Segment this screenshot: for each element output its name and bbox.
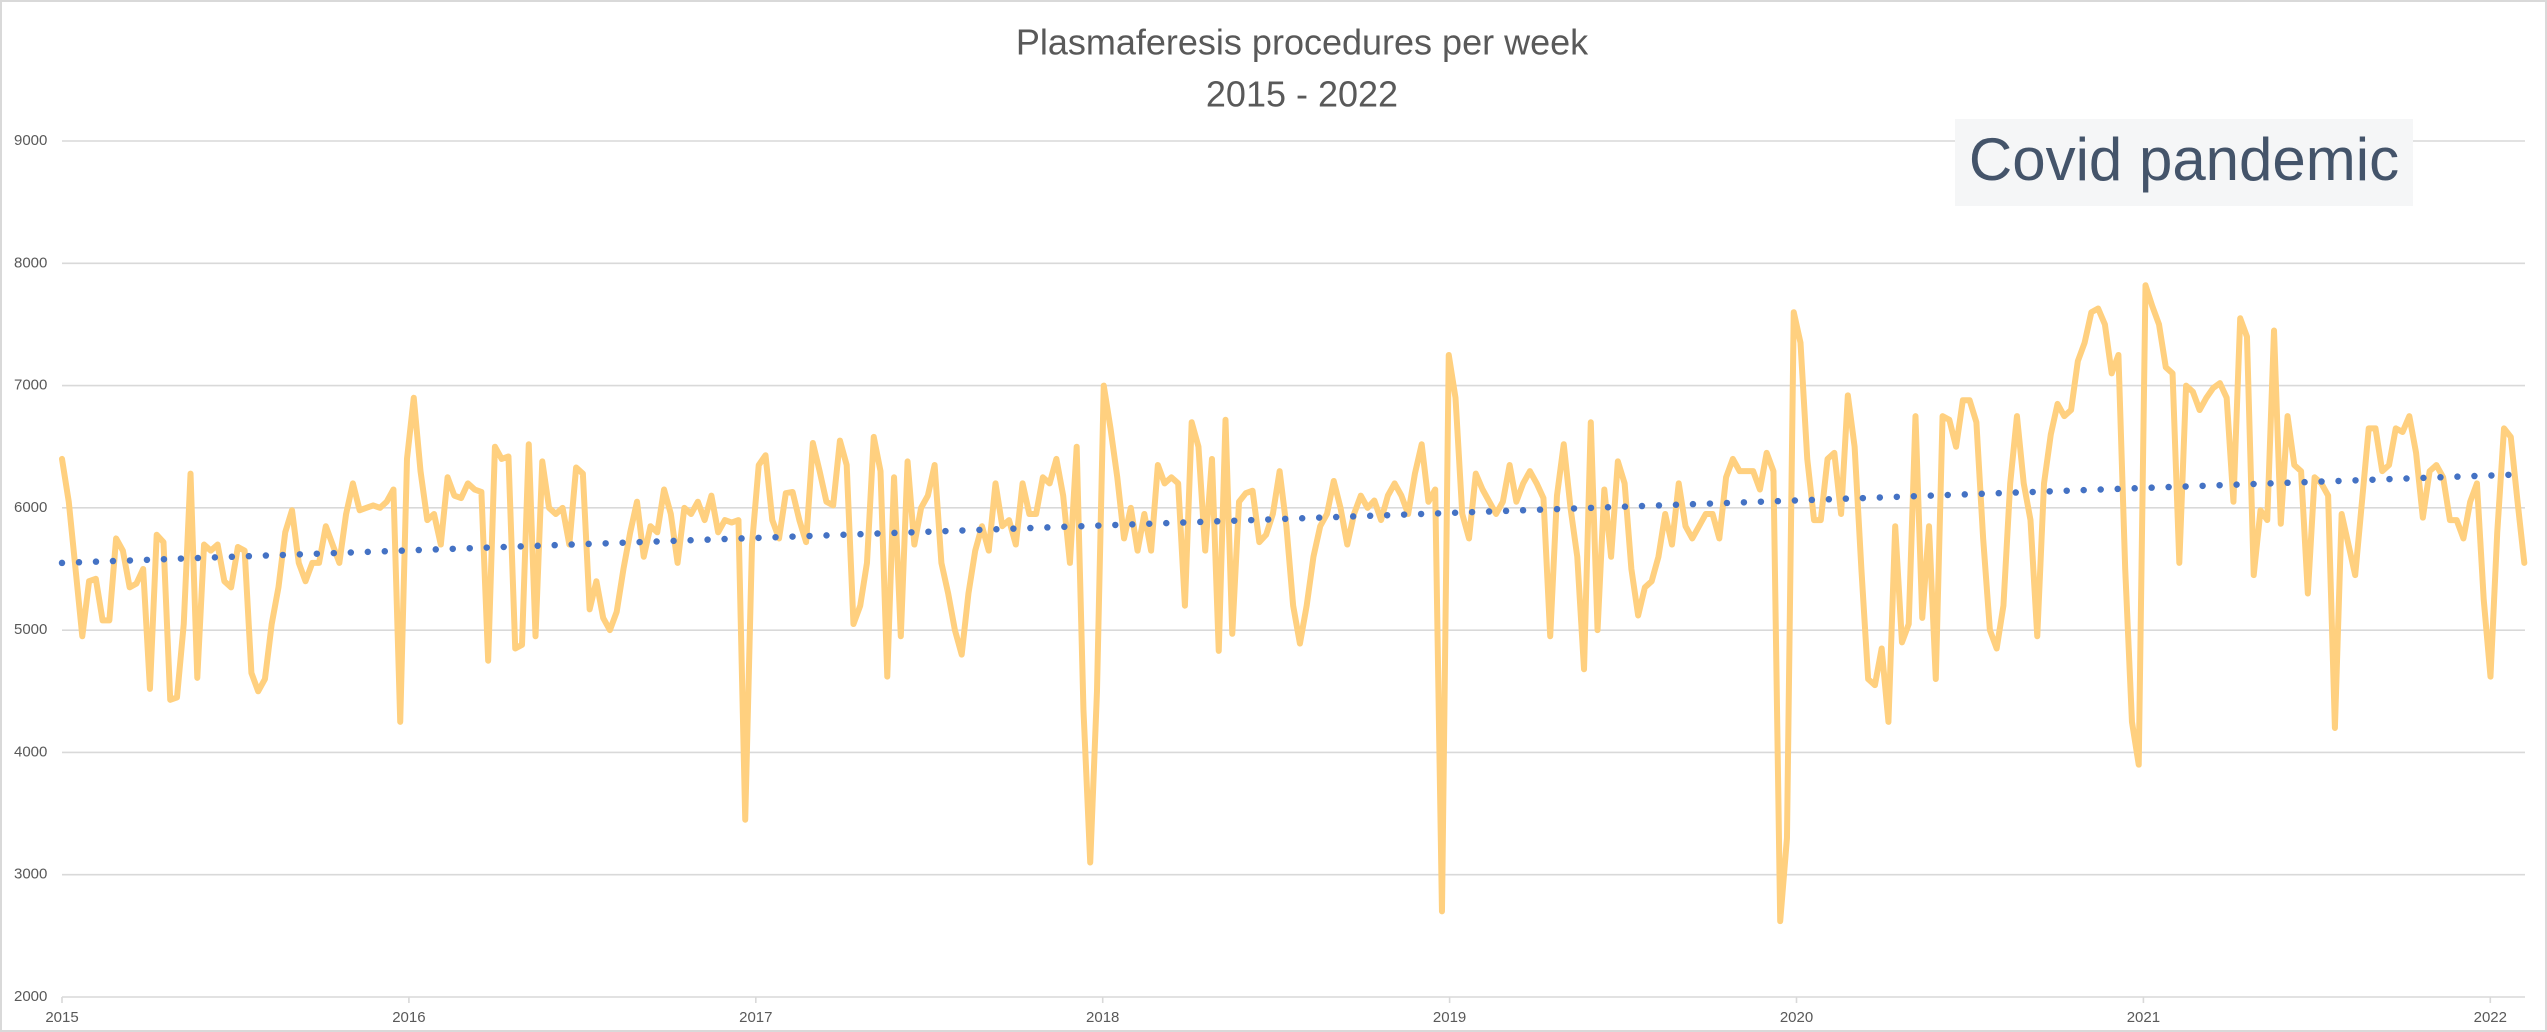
x-tick-label: 2019 xyxy=(1433,1009,1466,1026)
y-tick-label: 8000 xyxy=(14,254,47,271)
y-tick-label: 9000 xyxy=(14,132,47,149)
y-tick-label: 6000 xyxy=(14,499,47,516)
x-tick-label: 2017 xyxy=(739,1009,772,1026)
annotation: Covid pandemic xyxy=(1969,126,2399,193)
annotation-box xyxy=(1955,119,2413,206)
y-tick-label: 2000 xyxy=(14,988,47,1005)
chart-subtitle: 2015 - 2022 xyxy=(1206,74,1398,115)
x-tick-label: 2021 xyxy=(2127,1009,2160,1026)
x-tick-label: 2016 xyxy=(392,1009,425,1026)
trend-line xyxy=(58,470,2529,567)
x-tick-label: 2018 xyxy=(1086,1009,1119,1026)
x-tick-label: 2020 xyxy=(1780,1009,1813,1026)
y-tick-label: 5000 xyxy=(14,621,47,638)
x-tick-label: 2015 xyxy=(45,1009,78,1026)
y-tick-label: 3000 xyxy=(14,866,47,883)
data-line xyxy=(59,282,2528,925)
grid: 2000 3000 4000 5000 6000 7000 8000 9000 2015 2016… xyxy=(14,132,2525,1026)
y-tick-label: 4000 xyxy=(14,743,47,760)
y-tick-label: 7000 xyxy=(14,377,47,394)
plot-area xyxy=(58,282,2529,925)
chart-title: Plasmaferesis procedures per week xyxy=(1016,22,1589,63)
x-tick-label: 2022 xyxy=(2474,1009,2507,1026)
